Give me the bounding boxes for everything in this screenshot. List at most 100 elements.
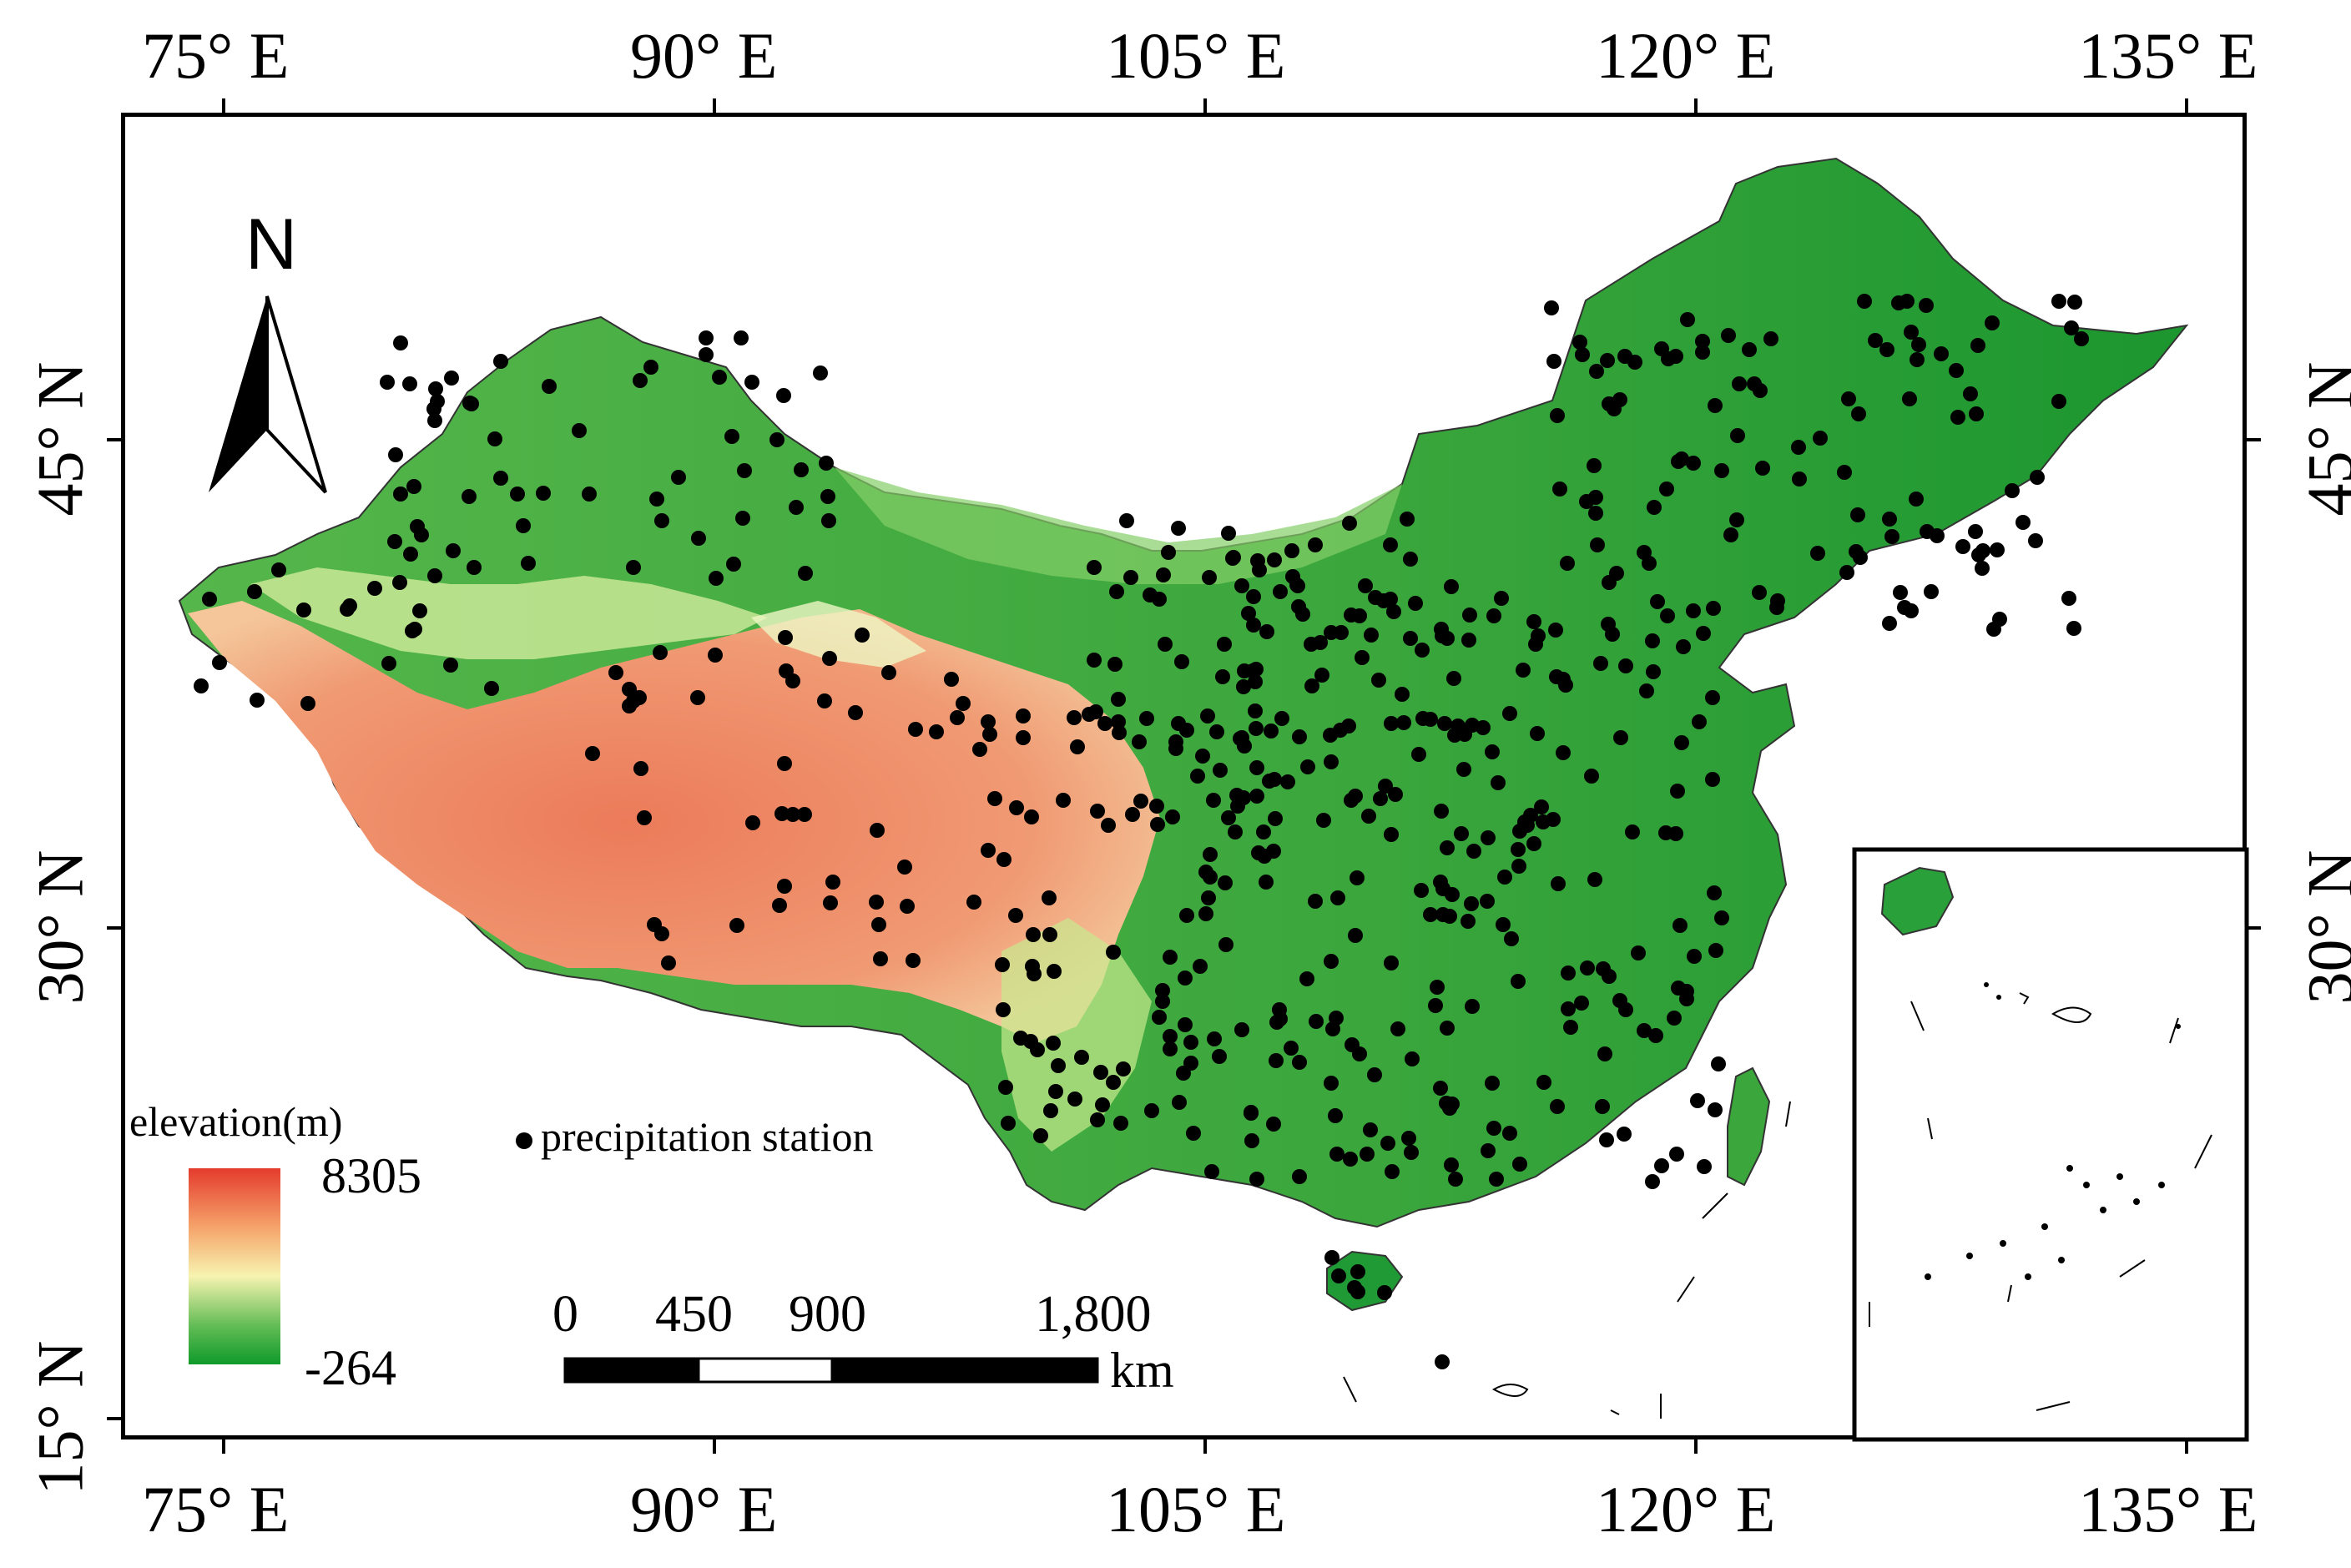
station-dot <box>1246 618 1261 633</box>
station-dot <box>1016 730 1031 745</box>
station-dot <box>1388 787 1403 802</box>
station-dot <box>1168 741 1183 756</box>
station-dot <box>1158 637 1173 652</box>
station-dot <box>729 918 744 933</box>
station-dot <box>1911 337 1926 352</box>
station-dot <box>1133 794 1148 809</box>
station-dot <box>1617 1127 1632 1142</box>
station-dot <box>521 556 536 571</box>
station-dot <box>1465 999 1480 1014</box>
station-dot <box>1669 1147 1684 1162</box>
station-dot <box>1198 865 1213 880</box>
station-dot <box>1536 1075 1551 1090</box>
station-dot <box>1904 325 1919 340</box>
station-dot <box>1008 908 1023 923</box>
station-dot <box>2067 295 2082 310</box>
station-dot <box>1230 799 1245 814</box>
station-dot <box>1882 616 1897 631</box>
station-dot <box>510 487 525 502</box>
top-lon-label-135: 135° E <box>2078 19 2258 92</box>
station-dot <box>1384 716 1399 731</box>
station-dot <box>906 953 921 968</box>
station-dot <box>1708 1102 1723 1117</box>
scale-bar <box>563 1357 1099 1384</box>
station-dot <box>1384 955 1399 971</box>
station-dot <box>1480 894 1495 909</box>
station-dot <box>1093 1065 1108 1080</box>
station-dot <box>772 898 787 913</box>
station-dot <box>444 371 459 386</box>
station-dot <box>1355 650 1370 665</box>
station-dot <box>1348 928 1363 943</box>
station-dot <box>1992 612 2007 627</box>
station-dot <box>1328 1108 1343 1123</box>
station-dot <box>487 431 502 446</box>
station-dot <box>649 492 664 507</box>
station-dot <box>1048 1084 1063 1099</box>
station-dot <box>699 347 714 362</box>
station-dot <box>1030 1042 1045 1057</box>
station-dot <box>1155 983 1170 998</box>
station-dot <box>1292 1169 1307 1184</box>
station-dot <box>881 665 896 680</box>
station-dot <box>1360 1147 1375 1162</box>
station-dot <box>427 413 442 428</box>
station-dot <box>1106 1075 1121 1090</box>
station-dot <box>1902 391 1917 406</box>
station-dot <box>1434 804 1449 819</box>
scale-tick-0: 0 <box>552 1286 578 1343</box>
station-dot <box>1400 512 1415 527</box>
station-dot <box>1024 809 1039 824</box>
station-dot <box>1464 896 1479 911</box>
station-dot <box>712 370 727 385</box>
station-dot <box>1111 692 1126 707</box>
station-dot <box>412 603 427 618</box>
station-dot <box>1183 1056 1198 1071</box>
station-dot <box>1742 342 1757 357</box>
station-dot <box>813 366 828 381</box>
station-dot <box>897 860 912 875</box>
station-dot <box>1654 341 1669 356</box>
station-dot <box>734 330 749 345</box>
station-dot <box>1990 542 2005 557</box>
station-dot <box>1363 1122 1378 1137</box>
station-dot <box>1550 1099 1565 1114</box>
station-dot <box>1561 1001 1576 1016</box>
station-dot <box>1358 578 1373 593</box>
station-dot <box>1868 333 1883 348</box>
scale-tick-900: 900 <box>789 1286 866 1343</box>
station-dot <box>1324 1250 1339 1265</box>
station-dot <box>1435 628 1450 643</box>
station-dot <box>1202 570 1217 585</box>
station-dot <box>1428 998 1443 1013</box>
station-dot <box>2030 470 2045 485</box>
station-dot <box>247 584 262 599</box>
station-dot <box>1292 1055 1307 1070</box>
station-dot <box>1648 1028 1663 1043</box>
station-dot <box>1456 762 1471 777</box>
station-dot <box>1504 931 1519 946</box>
station-dot <box>1395 687 1410 702</box>
station-dot <box>1857 294 1872 309</box>
station-dot <box>1671 454 1686 469</box>
station-dot <box>1627 355 1642 370</box>
station-dot <box>1269 1053 1284 1068</box>
station-dot <box>1841 391 1856 406</box>
top-lon-label-105: 105° E <box>1106 19 1286 92</box>
station-dot <box>1156 567 1171 582</box>
station-dot <box>1414 883 1429 898</box>
station-dot <box>956 696 971 711</box>
station-dot <box>428 381 443 396</box>
station-dot <box>1447 728 1462 743</box>
station-dot <box>1090 804 1105 819</box>
station-dot <box>1650 594 1665 609</box>
station-dot <box>1001 1116 1016 1131</box>
station-dot <box>1904 603 1919 618</box>
station-dot <box>1215 669 1230 684</box>
frame-ticks <box>107 98 2261 1454</box>
station-dot <box>1893 585 1908 600</box>
station-dot <box>1637 545 1652 560</box>
station-dot <box>608 665 623 680</box>
station-dot <box>1113 1116 1128 1131</box>
station-dot <box>1218 937 1234 952</box>
